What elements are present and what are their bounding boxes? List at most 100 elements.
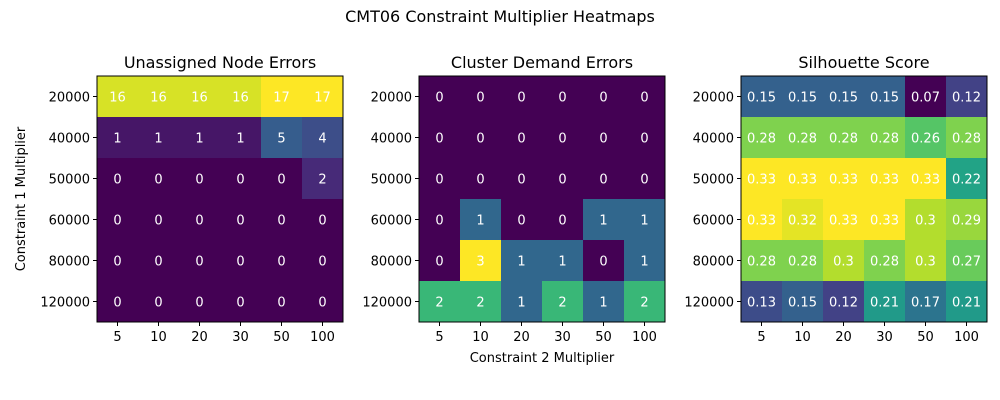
heatmap-cell bbox=[624, 76, 666, 118]
heatmap-cell bbox=[501, 240, 543, 282]
heatmap-cell bbox=[460, 240, 502, 282]
heatmap-cell bbox=[583, 240, 625, 282]
cell-value-label: 0.33 bbox=[829, 173, 858, 188]
x-tick-label: 10 bbox=[794, 330, 811, 345]
cell-value-label: 0.21 bbox=[952, 296, 981, 311]
cell-value-label: 0 bbox=[435, 214, 443, 229]
heatmap-cell bbox=[220, 117, 262, 159]
cell-value-label: 1 bbox=[599, 296, 607, 311]
cell-value-label: 0.32 bbox=[788, 214, 817, 229]
heatmap-cell bbox=[501, 76, 543, 118]
heatmap-cell bbox=[460, 76, 502, 118]
heatmap-cell bbox=[782, 240, 824, 282]
cell-value-label: 0 bbox=[195, 296, 203, 311]
heatmap-cell bbox=[741, 158, 783, 200]
heatmap-cell bbox=[138, 158, 180, 200]
heatmap-cell bbox=[823, 199, 865, 241]
cell-value-label: 0 bbox=[113, 296, 121, 311]
cell-value-label: 0.3 bbox=[915, 255, 936, 270]
x-tick-label: 100 bbox=[632, 330, 657, 345]
heatmap-cell bbox=[261, 240, 303, 282]
cell-value-label: 0.33 bbox=[747, 173, 776, 188]
heatmap-cell bbox=[864, 117, 906, 159]
x-axis-label: Constraint 2 Multiplier bbox=[470, 351, 615, 366]
cell-value-label: 0 bbox=[558, 132, 566, 147]
cell-value-label: 16 bbox=[191, 91, 208, 106]
cell-value-label: 0 bbox=[640, 173, 648, 188]
heatmap-cell bbox=[542, 76, 584, 118]
cell-value-label: 0 bbox=[640, 91, 648, 106]
cell-value-label: 0 bbox=[154, 255, 162, 270]
cell-value-label: 0.33 bbox=[788, 173, 817, 188]
cell-value-label: 0.33 bbox=[911, 173, 940, 188]
cell-value-label: 0 bbox=[113, 255, 121, 270]
heatmap-cell bbox=[302, 199, 344, 241]
cell-value-label: 1 bbox=[640, 255, 648, 270]
cell-value-label: 2 bbox=[558, 296, 566, 311]
cell-value-label: 0 bbox=[599, 132, 607, 147]
heatmap-cell bbox=[741, 199, 783, 241]
heatmap-cell bbox=[302, 117, 344, 159]
heatmap-cell bbox=[419, 158, 461, 200]
heatmap-cell bbox=[138, 199, 180, 241]
heatmap-cell bbox=[864, 281, 906, 323]
heatmap-cell bbox=[261, 199, 303, 241]
cell-value-label: 0.28 bbox=[788, 255, 817, 270]
heatmap-cell bbox=[542, 117, 584, 159]
heatmap-cell bbox=[220, 281, 262, 323]
cell-value-label: 0 bbox=[113, 214, 121, 229]
cell-value-label: 1 bbox=[517, 296, 525, 311]
heatmap-cell bbox=[261, 76, 303, 118]
heatmap-cell bbox=[97, 117, 139, 159]
cell-value-label: 0 bbox=[195, 255, 203, 270]
heatmap-cell bbox=[501, 158, 543, 200]
cell-value-label: 0 bbox=[599, 91, 607, 106]
cell-value-label: 0.15 bbox=[788, 296, 817, 311]
y-tick-label: 40000 bbox=[49, 132, 90, 147]
heatmap-cell bbox=[741, 281, 783, 323]
cell-value-label: 0 bbox=[517, 173, 525, 188]
x-tick-label: 10 bbox=[472, 330, 489, 345]
heatmap-cell bbox=[946, 240, 988, 282]
x-tick-label: 20 bbox=[191, 330, 208, 345]
y-tick-label: 20000 bbox=[693, 91, 734, 106]
cell-value-label: 0.28 bbox=[870, 255, 899, 270]
heatmap-cell bbox=[905, 199, 947, 241]
heatmap-cell bbox=[138, 117, 180, 159]
heatmap-cell bbox=[138, 281, 180, 323]
cell-value-label: 0.33 bbox=[870, 214, 899, 229]
heatmap-cell bbox=[782, 199, 824, 241]
figure-title: CMT06 Constraint Multiplier Heatmaps bbox=[345, 7, 655, 26]
cell-value-label: 0.28 bbox=[747, 255, 776, 270]
cell-value-label: 0 bbox=[236, 214, 244, 229]
heatmap-cell bbox=[905, 281, 947, 323]
heatmap-cell bbox=[823, 158, 865, 200]
heatmap-cell bbox=[302, 281, 344, 323]
cell-value-label: 0 bbox=[277, 173, 285, 188]
heatmap-cell bbox=[624, 158, 666, 200]
x-tick-label: 5 bbox=[113, 330, 121, 345]
heatmap-cell bbox=[905, 158, 947, 200]
cell-value-label: 0.17 bbox=[911, 296, 940, 311]
heatmap-cell bbox=[220, 240, 262, 282]
heatmap-cell bbox=[261, 158, 303, 200]
cell-value-label: 0.33 bbox=[870, 173, 899, 188]
heatmap-cell bbox=[261, 281, 303, 323]
cell-value-label: 0.13 bbox=[747, 296, 776, 311]
heatmap-cell bbox=[946, 281, 988, 323]
cell-value-label: 0.3 bbox=[915, 214, 936, 229]
heatmap-cell bbox=[220, 76, 262, 118]
cell-value-label: 1 bbox=[476, 214, 484, 229]
cell-value-label: 2 bbox=[640, 296, 648, 311]
y-tick-label: 40000 bbox=[693, 132, 734, 147]
heatmap-cell bbox=[302, 158, 344, 200]
heatmap-cell bbox=[864, 76, 906, 118]
heatmap-cell bbox=[419, 240, 461, 282]
y-tick-label: 20000 bbox=[49, 91, 90, 106]
y-tick-label: 50000 bbox=[693, 173, 734, 188]
cell-value-label: 0 bbox=[236, 255, 244, 270]
cell-value-label: 0 bbox=[277, 214, 285, 229]
heatmap-cell bbox=[501, 117, 543, 159]
y-tick-label: 60000 bbox=[693, 214, 734, 229]
y-axis-label: Constraint 1 Multiplier bbox=[14, 126, 29, 271]
